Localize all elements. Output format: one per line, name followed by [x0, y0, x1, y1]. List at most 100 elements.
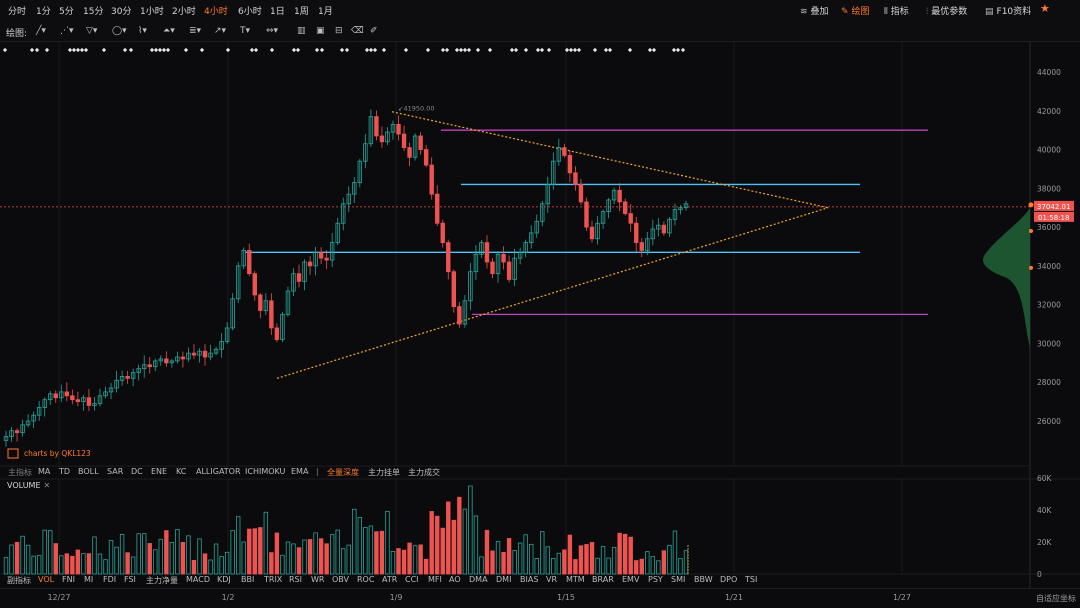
volume-bar — [683, 550, 689, 575]
ray-tool-icon[interactable]: ⋰▾ — [60, 26, 74, 36]
lock-icon[interactable]: ▣ — [316, 26, 325, 36]
sub-indicator-9[interactable]: TRIX — [264, 575, 283, 584]
sub-indicator-10[interactable]: RSI — [289, 575, 302, 584]
countdown-tag — [1034, 211, 1074, 222]
volume-bar — [125, 552, 130, 575]
trash-icon[interactable]: ⊟ — [335, 26, 343, 36]
measure-tool-icon[interactable]: ⇔▾ — [266, 26, 279, 36]
indicator-ema[interactable]: EMA — [291, 467, 309, 476]
sub-indicator-28[interactable]: DPO — [720, 575, 738, 584]
fib-tool-icon[interactable]: ≣▾ — [189, 26, 202, 36]
interval-tab-4[interactable]: 30分 — [111, 7, 132, 17]
price-axis-tick: 40000 — [1037, 146, 1061, 155]
sub-indicator-27[interactable]: BBW — [694, 575, 713, 584]
star-icon[interactable]: ★ — [1040, 2, 1050, 15]
indicator-boll[interactable]: BOLL — [78, 467, 99, 476]
price-chart[interactable]: 26000 28000 30000 32000 34000 36000 38000 40000… — [0, 42, 1080, 588]
sub-indicator-11[interactable]: WR — [311, 575, 325, 584]
sub-indicator-2[interactable]: MI — [84, 575, 94, 584]
f10-button[interactable]: ▤ F10资料 — [985, 4, 1031, 17]
sub-indicator-0[interactable]: VOL — [38, 575, 55, 584]
interval-tab-11[interactable]: 1月 — [318, 7, 333, 17]
event-marker-icon — [161, 47, 167, 53]
indicator-dc[interactable]: DC — [131, 467, 143, 476]
draw-button[interactable]: ✎ 绘图 — [841, 4, 870, 17]
interval-tab-9[interactable]: 1日 — [270, 7, 285, 17]
sub-indicator-16[interactable]: MFI — [428, 575, 442, 584]
sub-indicator-7[interactable]: KDJ — [217, 575, 231, 584]
line-tool-icon[interactable]: ╱▾ — [36, 26, 46, 36]
channel-tool-icon[interactable]: ▽▾ — [86, 26, 98, 36]
volume-bar — [258, 527, 263, 575]
sub-indicator-5[interactable]: 主力净量 — [146, 576, 178, 585]
indicator-extra-2[interactable]: 主力成交 — [408, 468, 440, 477]
price-axis-tick: 32000 — [1037, 301, 1061, 310]
indicator-ma[interactable]: MA — [38, 467, 51, 476]
settings-icon[interactable]: ⌫ — [351, 26, 364, 36]
indicator-ene[interactable]: ENE — [151, 467, 168, 476]
indicator-button[interactable]: ⫴ 指标 — [884, 4, 909, 17]
wave-tool-icon[interactable]: ⌇▾ — [138, 26, 147, 36]
sub-indicator-label[interactable]: 副指标 — [7, 576, 31, 585]
candle-down — [274, 327, 280, 340]
indicator-extra-0[interactable]: 全量深度 — [327, 468, 359, 477]
sub-indicator-12[interactable]: OBV — [332, 575, 350, 584]
eraser-icon[interactable]: ✐ — [370, 26, 378, 36]
circle-tool-icon[interactable]: ◯▾ — [112, 26, 127, 36]
candle-up — [645, 238, 650, 251]
pattern-tool-icon[interactable]: ⏶▾ — [163, 26, 175, 36]
volume-bar — [435, 515, 440, 575]
indicator-sar[interactable]: SAR — [107, 467, 124, 476]
sub-indicator-3[interactable]: FDI — [103, 575, 117, 584]
interval-tab-8[interactable]: 6小时 — [238, 7, 262, 17]
sub-indicator-18[interactable]: DMA — [469, 575, 488, 584]
sub-indicator-13[interactable]: ROC — [357, 575, 375, 584]
interval-tab-6[interactable]: 2小时 — [172, 7, 196, 17]
interval-tab-3[interactable]: 15分 — [83, 7, 104, 17]
price-tag-icon[interactable]: ▥ — [297, 26, 306, 36]
sub-indicator-23[interactable]: BRAR — [592, 575, 614, 584]
indicator-ichimoku[interactable]: ICHIMOKU — [245, 467, 286, 476]
sub-indicator-8[interactable]: BBI — [241, 575, 255, 584]
interval-tab-2[interactable]: 5分 — [59, 7, 74, 17]
candle-down — [70, 395, 75, 401]
volume-bar — [595, 557, 600, 575]
interval-tab-1[interactable]: 1分 — [36, 7, 51, 17]
sub-indicator-29[interactable]: TSI — [745, 575, 758, 584]
volume-bar — [75, 549, 81, 575]
sub-indicator-17[interactable]: AO — [449, 575, 461, 584]
interval-tab-10[interactable]: 1周 — [294, 7, 309, 17]
volume-bar — [423, 558, 429, 575]
indicator-kc[interactable]: KC — [176, 467, 187, 476]
indicator-td[interactable]: TD — [59, 467, 71, 476]
adaptive-scale-button[interactable]: 自适应坐标 — [1036, 594, 1076, 603]
sub-indicator-4[interactable]: FSI — [124, 575, 136, 584]
sub-indicator-20[interactable]: BIAS — [520, 575, 539, 584]
volume-bar — [70, 555, 75, 575]
arrow-tool-icon[interactable]: ↗▾ — [214, 26, 227, 36]
sub-indicator-24[interactable]: EMV — [622, 575, 640, 584]
indicator-alligator[interactable]: ALLIGATOR — [196, 467, 241, 476]
interval-tab-5[interactable]: 1小时 — [140, 7, 164, 17]
sub-indicator-19[interactable]: DMI — [496, 575, 512, 584]
indicator-extra-1[interactable]: 主力挂单 — [368, 468, 400, 477]
text-tool-icon[interactable]: T▾ — [240, 26, 251, 36]
sub-indicator-21[interactable]: VR — [546, 575, 558, 584]
sub-indicator-25[interactable]: PSY — [648, 575, 663, 584]
sub-indicator-14[interactable]: ATR — [382, 575, 398, 584]
params-button[interactable]: ⫶ 最优参数 — [926, 4, 967, 17]
interval-tab-0[interactable]: 分时 — [8, 7, 27, 17]
sub-indicator-26[interactable]: SMI — [671, 575, 686, 584]
close-icon[interactable]: ✕ — [43, 481, 51, 490]
layers-button[interactable]: ≋ 叠加 — [800, 4, 829, 17]
sub-indicator-6[interactable]: MACD — [186, 575, 210, 584]
interval-tab-7[interactable]: 4小时 — [204, 7, 228, 17]
candle-up — [468, 271, 473, 302]
volume-bar — [20, 535, 25, 575]
sub-indicator-15[interactable]: CCI — [405, 575, 419, 584]
candle-down — [53, 393, 58, 399]
event-marker-icon — [128, 47, 134, 53]
sub-indicator-22[interactable]: MTM — [566, 575, 585, 584]
drawbar-label: 绘图: — [6, 29, 28, 39]
sub-indicator-1[interactable]: FNI — [62, 575, 75, 584]
